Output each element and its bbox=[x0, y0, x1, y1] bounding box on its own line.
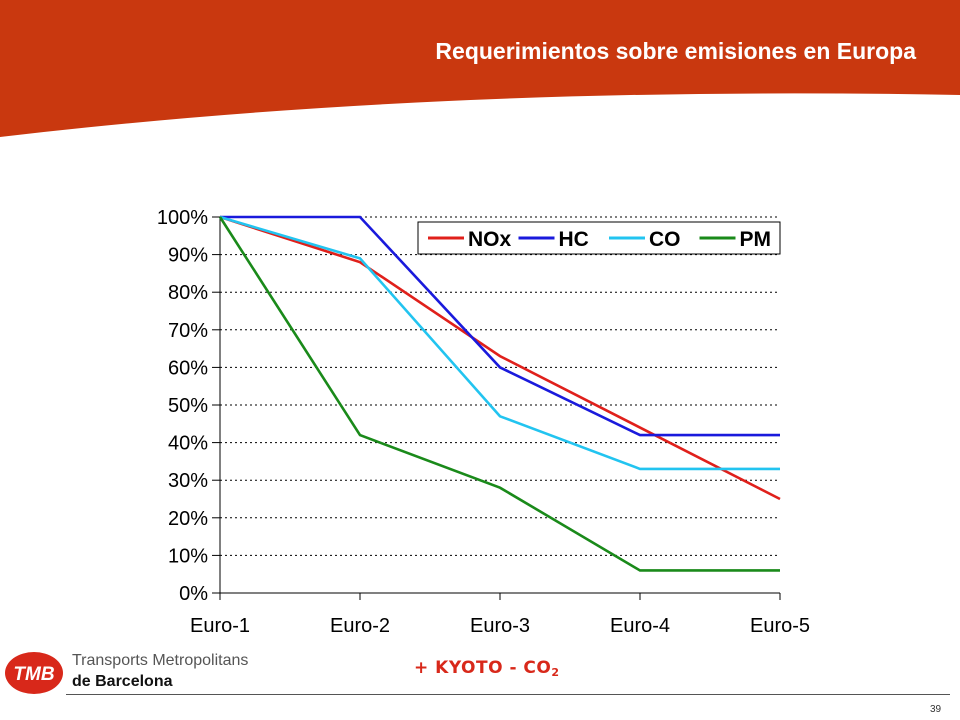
x-tick-label: Euro-2 bbox=[330, 615, 390, 637]
legend-label-nox: NOx bbox=[468, 228, 512, 251]
y-tick-label: 10% bbox=[168, 545, 208, 567]
legend-label-pm: PM bbox=[740, 228, 772, 251]
y-tick-label: 100% bbox=[157, 207, 208, 229]
tmb-logo: TMB Transports Metropolitans de Barcelon… bbox=[4, 648, 264, 696]
y-tick-label: 0% bbox=[179, 583, 208, 605]
kyoto-co2-note: + KYOTO - CO2 bbox=[414, 658, 560, 679]
y-tick-label: 80% bbox=[168, 282, 208, 304]
tmb-badge-text: TMB bbox=[13, 664, 54, 685]
legend-label-co: CO bbox=[649, 228, 681, 251]
slide-title: Requerimientos sobre emisiones en Europa bbox=[435, 38, 916, 64]
x-tick-label: Euro-1 bbox=[190, 615, 250, 637]
logo-line1: Transports Metropolitans bbox=[72, 652, 249, 669]
tmb-badge-icon: TMB bbox=[5, 652, 63, 694]
logo-line2: de Barcelona bbox=[72, 673, 173, 690]
y-tick-label: 20% bbox=[168, 508, 208, 530]
footer-divider bbox=[66, 694, 950, 695]
x-tick-label: Euro-4 bbox=[610, 615, 670, 637]
x-tick-label: Euro-3 bbox=[470, 615, 530, 637]
legend-label-hc: HC bbox=[559, 228, 589, 251]
y-tick-label: 70% bbox=[168, 320, 208, 342]
kyoto-note-subscript: 2 bbox=[551, 666, 560, 679]
page-number: 39 bbox=[930, 704, 942, 715]
y-tick-label: 30% bbox=[168, 470, 208, 492]
series-line-pm bbox=[218, 216, 780, 572]
x-tick-label: Euro-5 bbox=[750, 615, 810, 637]
series-line-nox bbox=[219, 215, 781, 501]
y-tick-label: 60% bbox=[168, 357, 208, 379]
y-tick-label: 40% bbox=[168, 433, 208, 455]
y-tick-label: 90% bbox=[168, 245, 208, 267]
y-tick-label: 50% bbox=[168, 395, 208, 417]
kyoto-note-text: + KYOTO - CO bbox=[414, 658, 552, 678]
header-band bbox=[0, 0, 960, 137]
series-line-co bbox=[219, 215, 780, 471]
series-line-hc bbox=[220, 215, 780, 437]
